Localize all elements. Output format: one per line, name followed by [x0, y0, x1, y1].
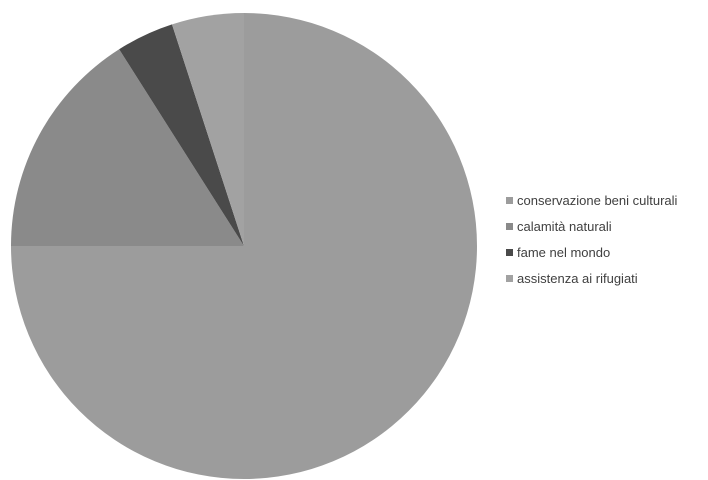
legend-item-fame: fame nel mondo	[506, 242, 677, 262]
legend-label: conservazione beni culturali	[517, 192, 678, 208]
legend-item-conservazione: conservazione beni culturali	[506, 190, 677, 210]
legend-swatch	[506, 222, 513, 230]
legend-swatch	[506, 274, 513, 282]
legend: conservazione beni culturali calamità na…	[506, 190, 677, 288]
slice-assistenza	[172, 13, 244, 246]
slice-fame	[119, 24, 244, 247]
legend-item-calamita: calamità naturali	[506, 216, 677, 236]
legend-swatch	[506, 196, 513, 204]
legend-label: fame nel mondo	[517, 244, 611, 260]
legend-label: assistenza ai rifugiati	[517, 270, 638, 286]
legend-label: calamità naturali	[517, 218, 612, 234]
legend-swatch	[506, 248, 513, 256]
legend-item-assistenza: assistenza ai rifugiati	[506, 268, 677, 288]
slice-calamita	[11, 49, 244, 246]
